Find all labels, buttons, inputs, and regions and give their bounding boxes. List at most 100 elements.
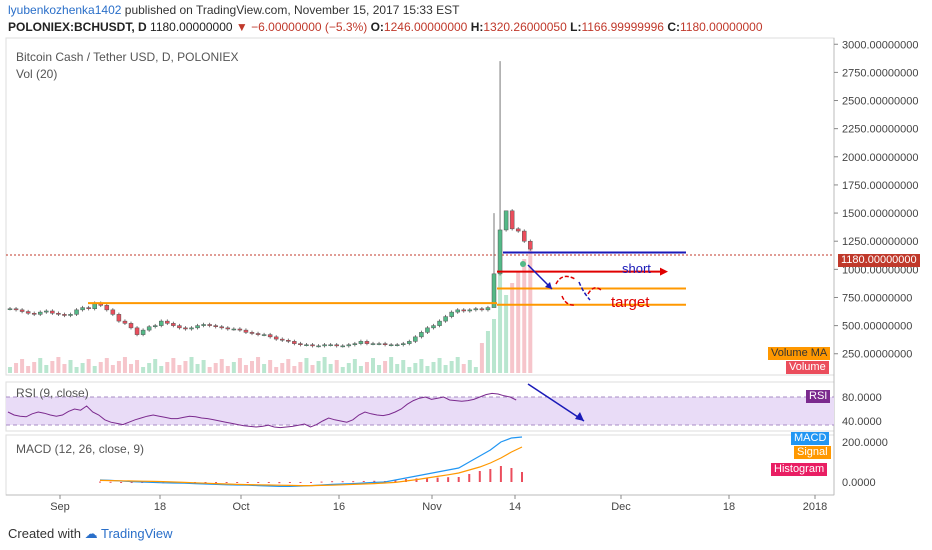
rsi-band [6,397,834,425]
candle-body [140,329,146,335]
rsi-tick-label: 40.0000 [842,416,882,428]
candle-body [267,334,273,338]
candle-body [165,320,170,324]
volume-bar [407,367,412,373]
volume-bar [389,357,394,373]
candle-body [146,326,152,331]
projection-arrows[interactable] [520,261,602,422]
volume-bar [431,362,436,373]
candle-body [497,229,503,275]
histogram-bar [362,481,365,482]
open-label: O: [370,20,384,34]
candle-body [189,327,194,330]
volume-bar [20,359,25,373]
arrow-head-icon [545,282,552,289]
candle-body [219,326,224,329]
time-tick-label: Sep [50,501,70,513]
volume-bar [50,361,55,373]
volume-bar [237,358,242,373]
candle-body [413,336,418,342]
price-tick-label: 2000.00000000 [842,152,918,164]
volume-bar [32,362,37,373]
volume-bar [8,367,12,373]
volume-bar [44,365,49,373]
candle-body [225,327,231,330]
volume-bar [122,357,127,373]
candle-body [528,240,533,250]
candle-body [358,341,364,344]
macd-label: MACD (12, 26, close, 9) [16,442,145,456]
volume-bar [492,319,496,373]
short-annotation[interactable]: short [622,261,651,276]
time-tick-label: 14 [509,501,521,513]
volume-bar [183,361,188,373]
histogram-bar [352,481,355,483]
change-value: −6.00000000 (−5.3%) [251,20,368,34]
chart-title: Bitcoin Cash / Tether USD, D, POLONIEX [16,50,239,64]
high-value: 1320.26000050 [483,20,567,34]
candle-body [515,228,521,232]
candle-body [152,325,158,327]
low-value: 1166.99999996 [581,20,664,34]
histogram-bar [426,478,429,482]
candle-body [80,307,85,311]
histogram-bar [310,482,312,483]
time-tick-label: Dec [611,501,631,513]
volume-bar [461,364,466,373]
volume-bar [262,364,267,373]
price-tick-label: 2250.00000000 [842,124,918,136]
rsi-line [7,392,517,429]
volume-bar [437,358,442,373]
volume-bar [328,364,333,373]
volume-bar [334,360,339,373]
candle-body [44,310,49,313]
time-tick-label: 2018 [803,501,827,513]
candle-body [394,344,400,346]
candle-body [328,344,333,346]
volume-bar [98,362,103,373]
rsi-tick-label: 80.0000 [842,392,882,404]
histogram-bar [204,482,207,483]
target-annotation[interactable]: target [611,294,650,311]
volume-bar [219,359,224,373]
candle-body [201,324,206,326]
symbol-label: POLONIEX:BCHUSDT, D [8,20,147,34]
price-tick-label: 250.00000000 [842,349,912,361]
candle-body [74,309,79,315]
candle-body [86,307,91,309]
price-tick-label: 750.00000000 [842,292,912,304]
volume-bar [377,365,382,373]
volume-tag: Volume [786,361,829,374]
volume-bar [383,361,388,373]
histogram-bar [257,482,260,483]
histogram-bar [447,477,450,482]
volume-bar [207,367,212,373]
candle-body [38,311,43,315]
tradingview-link[interactable]: TradingView [101,526,173,541]
macd-tick-label: 200.0000 [842,437,888,449]
histogram-bar [331,481,334,483]
volume-bar [195,364,200,373]
volume-bar [395,364,400,373]
candle-body [56,312,61,315]
volume-bar [165,362,170,373]
username-link[interactable]: lyubenkozhenka1402 [8,3,122,17]
time-tick-label: 18 [723,501,735,513]
volume-bar [213,363,218,373]
candle-body [13,308,19,311]
histogram-bar [130,482,133,483]
candle-body [298,343,303,345]
arrow-red-curve-2 [587,287,602,295]
histogram-bar [436,477,439,482]
volume-bar [86,359,91,373]
volume-bar [358,366,363,373]
volume-bar [68,360,73,373]
footer: Created with ☁ TradingView [8,526,173,542]
volume-bar [14,363,19,373]
candle-body [522,230,527,242]
volume-bar [243,365,248,373]
volume-bar [413,363,418,373]
candle-body [237,328,243,331]
price-tick-label: 1750.00000000 [842,180,918,192]
